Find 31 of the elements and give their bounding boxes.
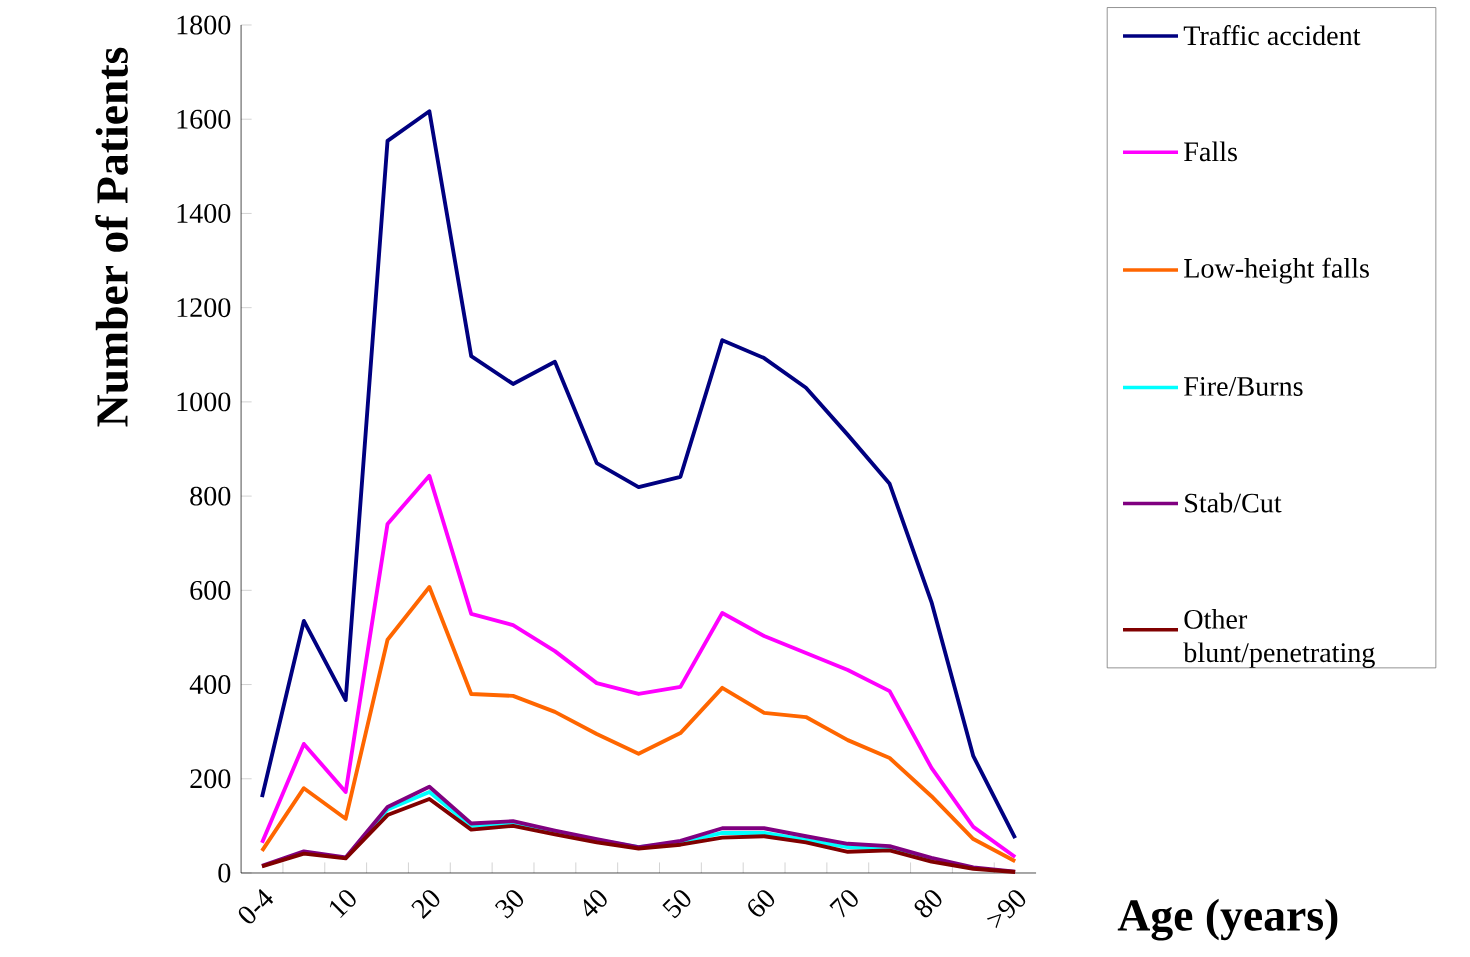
y-tick-label: 1200 <box>177 298 231 318</box>
legend-label: Fire/Burns <box>1184 377 1303 396</box>
y-tick-label: 600 <box>190 580 231 600</box>
y-tick-label: 1400 <box>177 203 231 223</box>
line-series <box>260 109 1018 841</box>
legend-label: Low-height falls <box>1184 257 1369 284</box>
x-tick-label: 0-4 <box>238 888 274 924</box>
x-tick-label: 70 <box>829 890 858 918</box>
y-tick-label: 1800 <box>177 15 231 35</box>
x-axis-title: Age (years) <box>1117 898 1338 941</box>
x-tick-label: >90 <box>986 890 1026 929</box>
line-series <box>260 585 1018 864</box>
x-tick-label: 80 <box>914 890 942 918</box>
legend-label: Other blunt/penetrating <box>1183 608 1375 668</box>
x-tick-label: 20 <box>411 890 440 919</box>
x-tick-label: 30 <box>495 890 524 919</box>
y-tick-label: 1000 <box>177 392 231 412</box>
line-series <box>260 473 1018 859</box>
y-tick-label: 200 <box>190 769 231 789</box>
x-tick-label: 50 <box>662 890 691 919</box>
y-tick-label: 1600 <box>177 109 231 129</box>
y-tick-label: 800 <box>190 486 231 506</box>
legend-label: Traffic accident <box>1183 25 1361 46</box>
x-tick-label: 10 <box>329 890 356 919</box>
x-tick-label: 60 <box>748 890 775 917</box>
y-tick-label: 0 <box>218 863 231 883</box>
legend-label: Falls <box>1184 141 1237 162</box>
y-axis-title: Number of Patients <box>95 47 128 427</box>
x-tick-label: 40 <box>583 890 607 917</box>
legend-label: Stab/Cut <box>1185 492 1282 513</box>
y-tick-label: 400 <box>189 675 231 695</box>
